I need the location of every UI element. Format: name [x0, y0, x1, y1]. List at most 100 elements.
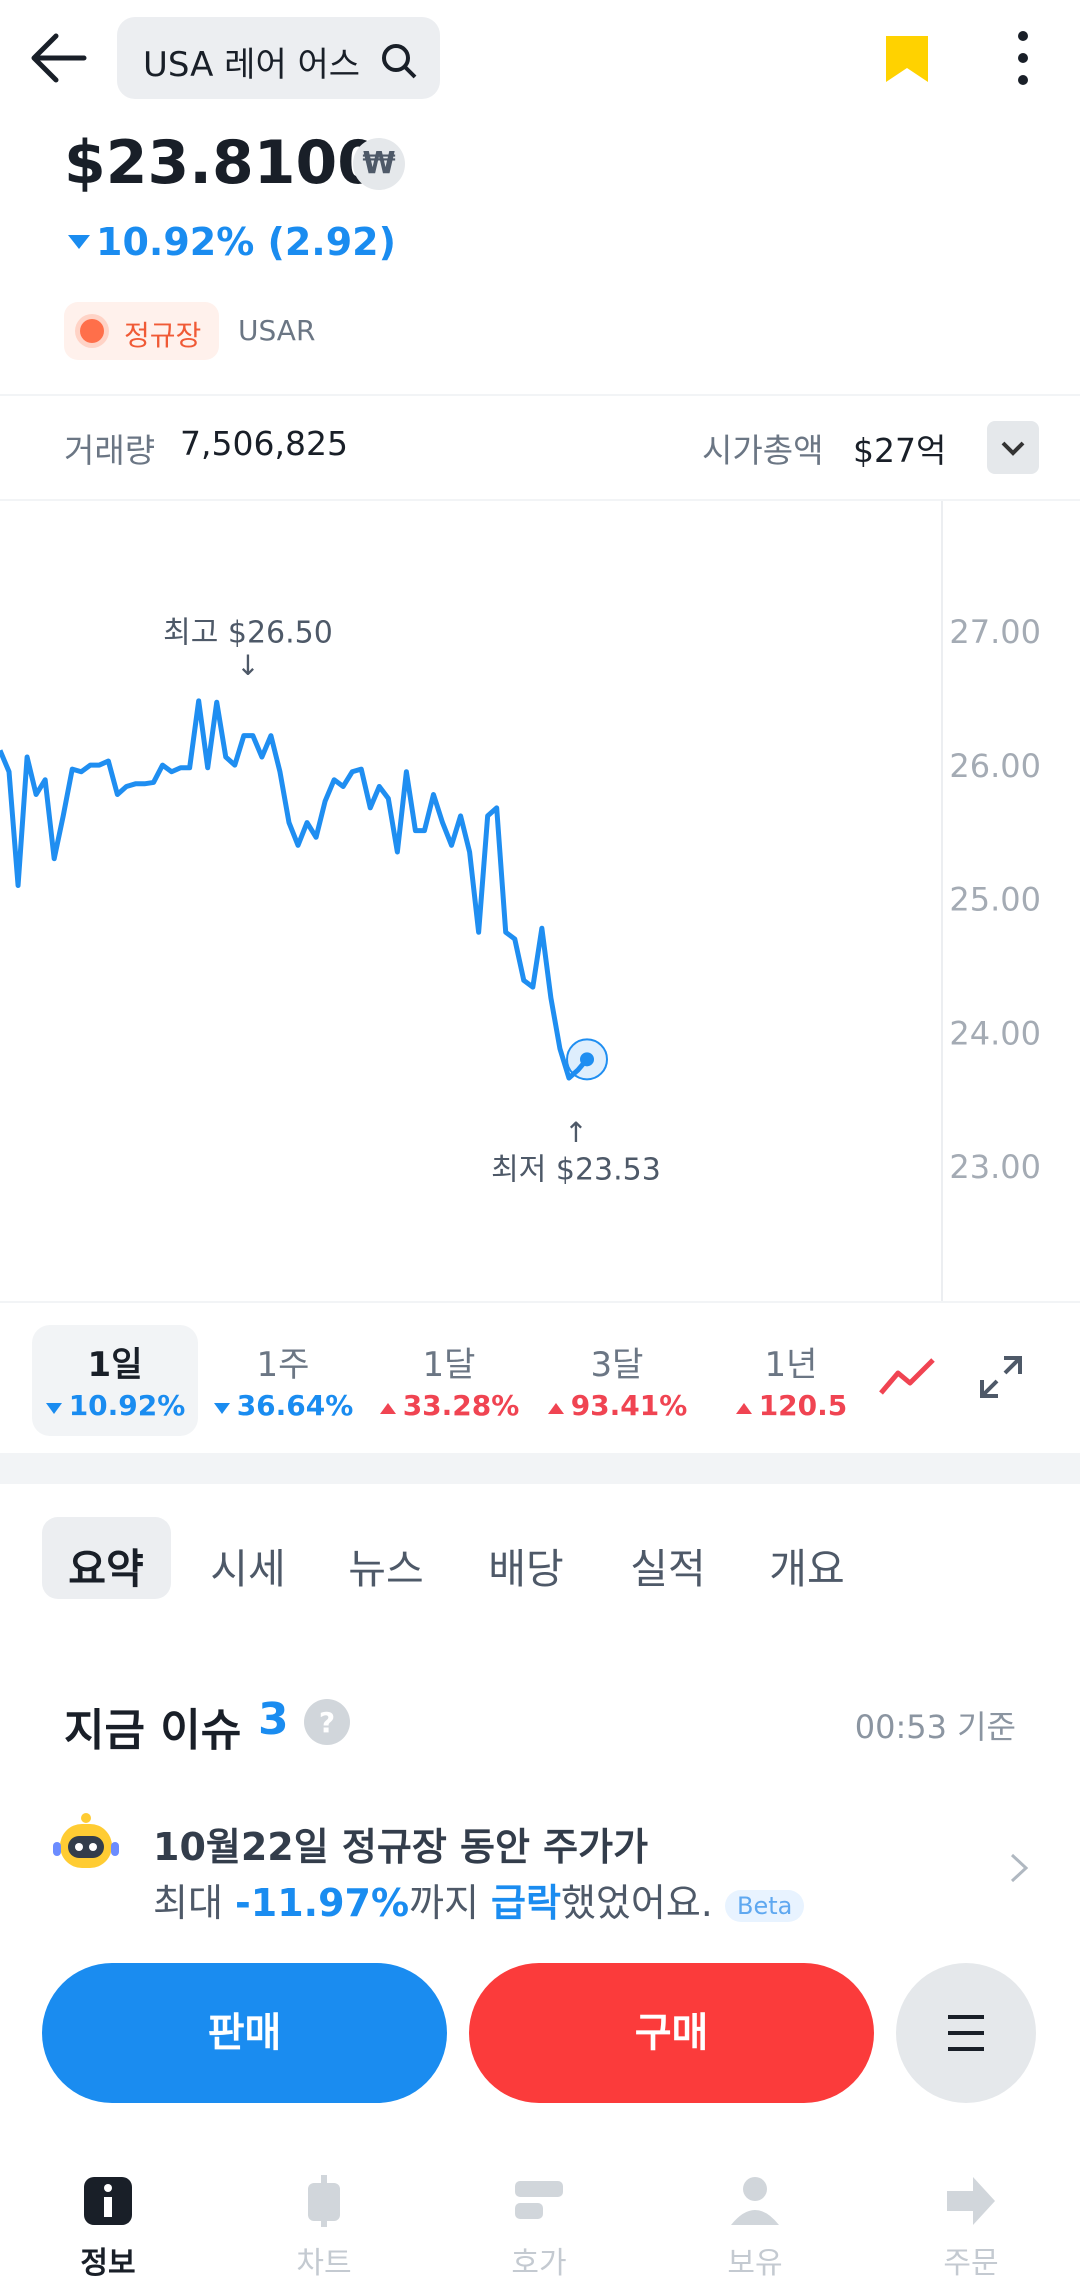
- period-change-value: 33.28%: [402, 1389, 520, 1422]
- content-tab[interactable]: 시세: [210, 1545, 286, 1593]
- low-annotation: 최저 $23.53: [491, 1153, 661, 1188]
- nav-label[interactable]: 정보: [80, 2246, 136, 2281]
- period-label: 1주: [256, 1345, 310, 1385]
- last-point: [580, 1052, 594, 1067]
- nav-label[interactable]: 호가: [511, 2246, 567, 2281]
- period-change-value: 10.92%: [68, 1389, 186, 1422]
- expand-stats[interactable]: [987, 421, 1039, 474]
- cap-label: 시가총액: [702, 431, 824, 470]
- period-change: 120.5: [706, 1389, 870, 1422]
- y-tick-label: 27.00: [949, 613, 1041, 651]
- price: $23.8100: [64, 128, 380, 198]
- divider: [0, 394, 1080, 396]
- content-tabs: 요약 시세 뉴스 배당 실적 개요: [0, 1517, 1080, 1599]
- nav-icon[interactable]: [729, 2175, 781, 2227]
- bookmark[interactable]: [884, 34, 930, 84]
- period-change-value: 93.41%: [570, 1389, 688, 1422]
- search-text: USA 레어 어스: [143, 45, 361, 85]
- nav-label[interactable]: 보유: [727, 2246, 783, 2281]
- up-icon: [547, 1403, 564, 1414]
- up-icon: [379, 1403, 396, 1414]
- period-change-value: 36.64%: [236, 1389, 354, 1422]
- chevron[interactable]: [1008, 1852, 1032, 1884]
- y-tick-label: 23.00: [949, 1148, 1041, 1186]
- period-label: 1달: [422, 1345, 476, 1385]
- nav-icon[interactable]: [945, 2175, 997, 2227]
- period-label: 1년: [764, 1345, 818, 1385]
- session-badge: 정규장: [64, 302, 219, 360]
- more-menu[interactable]: [1010, 30, 1036, 86]
- detail-text: 까지: [409, 1881, 492, 1925]
- detail-value: -11.97%: [235, 1881, 410, 1925]
- y-tick-label: 25.00: [949, 881, 1041, 919]
- nav-label[interactable]: 주문: [943, 2246, 999, 2281]
- content-tab[interactable]: 개요: [769, 1545, 845, 1593]
- chart-type-button[interactable]: [878, 1357, 936, 1397]
- period-tab[interactable]: 1년 120.5: [706, 1325, 870, 1436]
- high-annotation: 최고 $26.50: [163, 616, 333, 651]
- issue-headline: 10월22일 정규장 동안 주가가: [153, 1825, 649, 1869]
- content-tab[interactable]: 뉴스: [348, 1545, 424, 1593]
- fullscreen-button[interactable]: [978, 1354, 1024, 1400]
- market-cap: $27억: [853, 431, 947, 470]
- down-icon: [68, 235, 90, 249]
- nav-icon[interactable]: [82, 2175, 134, 2227]
- detail-text: 했었어요.: [560, 1881, 713, 1925]
- down-icon: [45, 1403, 62, 1414]
- search-box[interactable]: USA 레어 어스: [117, 17, 440, 99]
- period-tab[interactable]: 3달 93.41%: [532, 1325, 702, 1436]
- up-icon: [735, 1403, 752, 1414]
- nav-icon[interactable]: [513, 2175, 565, 2227]
- content-tab[interactable]: 배당: [488, 1545, 564, 1593]
- triangle: [547, 1403, 564, 1414]
- content-tab[interactable]: 요약: [68, 1545, 144, 1593]
- detail-highlight: 급락: [491, 1881, 561, 1925]
- period-change-value: 120.5: [758, 1389, 848, 1422]
- divider: [0, 1301, 1080, 1303]
- period-change: 33.28%: [364, 1389, 534, 1422]
- search-icon: [382, 44, 417, 79]
- down-icon: [213, 1403, 230, 1414]
- svg-text:?: ?: [319, 1706, 335, 1739]
- currency-toggle[interactable]: ₩: [353, 138, 405, 190]
- period-tab[interactable]: 1일 10.92%: [30, 1325, 200, 1436]
- volume-label: 거래량: [64, 431, 156, 470]
- back-button[interactable]: [28, 30, 88, 86]
- section-gap: [0, 1453, 1080, 1484]
- nav-label[interactable]: 차트: [296, 2246, 352, 2281]
- price-chart: 최고 $26.50 ↓ ↑ 최저 $23.53 27.00 26.00 25.00 2…: [0, 501, 1041, 1302]
- triangle: [735, 1403, 752, 1414]
- triangle: [213, 1403, 230, 1414]
- issue-count: 3: [258, 1694, 289, 1745]
- volume: 7,506,825: [180, 424, 348, 463]
- period-selected-bg: [32, 1325, 198, 1436]
- triangle: [379, 1403, 396, 1414]
- content-tab[interactable]: 실적: [630, 1545, 706, 1593]
- sell-button[interactable]: 판매: [42, 1963, 447, 2103]
- issue-time: 00:53 기준: [854, 1708, 1016, 1746]
- low-arrow: ↑: [564, 1116, 587, 1149]
- detail-text: 최대: [153, 1881, 235, 1925]
- period-tab[interactable]: 1주 36.64%: [198, 1325, 368, 1436]
- session-dot: [80, 319, 104, 343]
- period-tab[interactable]: 1달 33.28%: [364, 1325, 534, 1436]
- tab-selected-bg: [42, 1517, 171, 1599]
- period-change: 36.64%: [198, 1389, 368, 1422]
- ticker: USAR: [238, 314, 316, 347]
- period-tabs: 1일 10.92% 1주 36.64% 1달 33.28% 3달 93.41% 1년 120.5: [0, 1325, 870, 1436]
- buy-button[interactable]: 구매: [469, 1963, 874, 2103]
- period-change: 93.41%: [532, 1389, 702, 1422]
- price-change: 10.92% (2.92): [96, 220, 396, 264]
- session-text: 정규장: [124, 319, 202, 352]
- high-arrow: ↓: [236, 649, 259, 682]
- menu-button[interactable]: [896, 1963, 1036, 2103]
- y-tick-label: 26.00: [949, 747, 1041, 785]
- price-line: [0, 698, 589, 1081]
- period-label: 1일: [87, 1345, 143, 1385]
- bottom-nav: 정보 차트 호가 보유 주문: [0, 2160, 1080, 2284]
- nav-icon[interactable]: [298, 2175, 350, 2227]
- help-icon[interactable]: ?: [303, 1698, 351, 1746]
- triangle: [45, 1403, 62, 1414]
- period-label: 3달: [590, 1345, 644, 1385]
